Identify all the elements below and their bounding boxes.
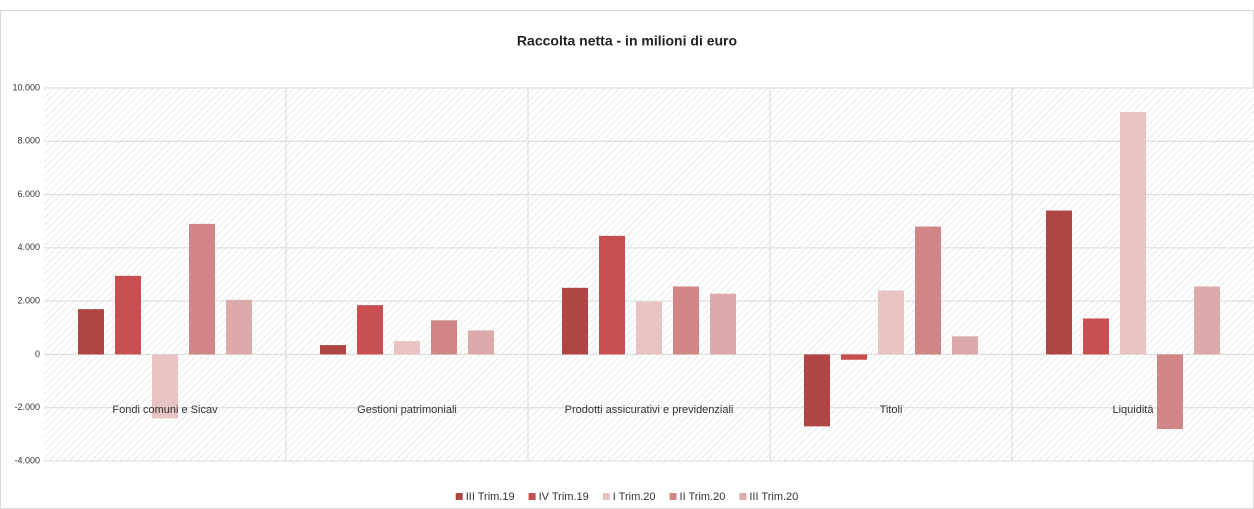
bar [1083,318,1109,355]
bar [1120,111,1146,355]
bar [1157,354,1183,430]
y-tick-label: 8.000 [17,136,40,146]
legend-swatch [528,493,536,500]
bar [115,275,141,355]
bar [357,305,383,355]
y-tick-label: -4.000 [14,455,40,465]
y-tick-label: 4.000 [17,242,40,252]
bar [431,320,457,355]
bar [468,330,494,355]
bar [915,226,941,355]
legend-label: II Trim.20 [680,491,726,503]
legend-swatch [602,493,610,500]
x-tick-label: Fondi comuni e Sicav [112,404,218,416]
bar [78,309,104,355]
bar [152,354,178,419]
bar [841,354,867,360]
bar [710,293,736,355]
bar [952,336,978,355]
bar [673,286,699,355]
bar [804,354,830,427]
bar [878,290,904,355]
y-tick-label: -2.000 [14,402,40,412]
bar [562,287,588,355]
bar [320,345,346,355]
bar [599,235,625,355]
bar [189,223,215,355]
y-tick-label: 10.000 [12,82,40,92]
y-tick-label: 2.000 [17,296,40,306]
y-tick-label: 0 [35,349,40,359]
legend-label: III Trim.20 [749,491,798,503]
bar [394,341,420,355]
bar [226,299,252,355]
bar [1046,210,1072,355]
x-tick-label: Gestioni patrimoniali [357,404,457,416]
legend-swatch [455,493,463,500]
chart-title: Raccolta netta - in milioni di euro [517,33,737,49]
x-tick-label: Titoli [880,404,903,416]
legend-label: IV Trim.19 [539,491,589,503]
x-tick-label: Prodotti assicurativi e previdenziali [565,404,734,416]
legend-label: I Trim.20 [613,491,656,503]
y-tick-label: 6.000 [17,189,40,199]
x-tick-label: Liquidità [1113,404,1155,416]
legend-swatch [739,493,747,500]
legend-label: III Trim.19 [466,491,515,503]
bar [1194,286,1220,355]
legend-swatch [669,493,677,500]
bar [636,301,662,355]
